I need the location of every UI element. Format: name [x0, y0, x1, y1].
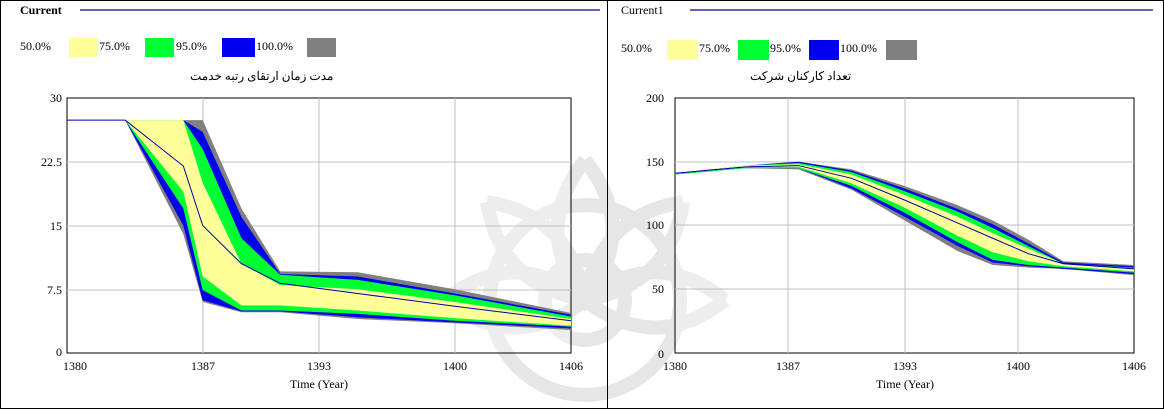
- legend-label-50: 50.0%: [20, 39, 51, 53]
- watermark-petals: [440, 155, 730, 335]
- y-tick-4: 30: [50, 91, 62, 105]
- x-tick-0: 1380: [63, 359, 87, 373]
- x-tick-labels: 1380 1387 1393 1400 1406: [663, 359, 1146, 373]
- y-tick-1: 7.5: [47, 283, 62, 297]
- x-tick-3: 1400: [1006, 359, 1030, 373]
- legend: 50.0% 75.0% 95.0% 100.0%: [20, 38, 336, 57]
- chart-title: Current1: [621, 3, 664, 17]
- y-axis-label: مدت زمان ارتقای رتبه خدمت: [190, 69, 333, 83]
- mean-line: [67, 119, 572, 322]
- legend-label-95: 95.0%: [770, 41, 801, 55]
- y-tick-2: 100: [646, 218, 664, 232]
- mean-line: [674, 165, 1135, 270]
- chart-left: Current 50.0% 75.0% 95.0% 100.0% مدت زما…: [20, 3, 600, 391]
- bands-left: [67, 119, 572, 331]
- gridlines-right: [675, 98, 1134, 353]
- legend-swatch-50: [667, 40, 698, 60]
- legend-label-75: 75.0%: [99, 39, 130, 53]
- x-tick-1: 1387: [191, 359, 215, 373]
- chart-title: Current: [20, 3, 62, 17]
- chart-right: Current1 50.0% 75.0% 95.0% 100.0% تعداد …: [621, 3, 1153, 391]
- x-tick-1: 1387: [776, 359, 800, 373]
- x-tick-labels: 1380 1387 1393 1400 1406: [63, 359, 583, 373]
- x-tick-3: 1400: [443, 359, 467, 373]
- x-axis-label: Time (Year): [290, 377, 348, 391]
- legend: 50.0% 75.0% 95.0% 100.0%: [621, 40, 917, 60]
- legend-swatch-75: [145, 38, 174, 57]
- x-tick-2: 1393: [307, 359, 331, 373]
- y-tick-0: 0: [658, 347, 664, 361]
- y-tick-4: 200: [646, 91, 664, 105]
- x-tick-4: 1406: [559, 359, 583, 373]
- legend-label-100: 100.0%: [256, 39, 293, 53]
- y-tick-labels: 0 50 100 150 200: [646, 91, 664, 361]
- band-50-area: [67, 120, 571, 326]
- x-tick-2: 1393: [893, 359, 917, 373]
- y-tick-2: 15: [50, 219, 62, 233]
- y-tick-3: 150: [646, 155, 664, 169]
- legend-label-75: 75.0%: [699, 41, 730, 55]
- x-axis-label: Time (Year): [876, 377, 934, 391]
- legend-swatch-95: [222, 38, 255, 57]
- x-tick-4: 1406: [1122, 359, 1146, 373]
- legend-label-50: 50.0%: [621, 41, 652, 55]
- x-tick-0: 1380: [663, 359, 687, 373]
- y-tick-labels: 0 7.5 15 22.5 30: [41, 91, 62, 359]
- y-tick-3: 22.5: [41, 155, 62, 169]
- legend-swatch-75: [738, 40, 769, 60]
- legend-swatch-50: [69, 38, 98, 57]
- legend-swatch-100: [886, 40, 917, 60]
- bands-right: [674, 161, 1135, 276]
- legend-label-95: 95.0%: [176, 39, 207, 53]
- y-tick-0: 0: [56, 345, 62, 359]
- legend-swatch-95: [809, 40, 839, 60]
- legend-swatch-100: [307, 38, 336, 57]
- watermark-ring-inner: [538, 253, 632, 347]
- legend-label-100: 100.0%: [840, 41, 877, 55]
- y-axis-label: تعداد کارکنان شرکت: [750, 69, 851, 83]
- y-tick-1: 50: [652, 282, 664, 296]
